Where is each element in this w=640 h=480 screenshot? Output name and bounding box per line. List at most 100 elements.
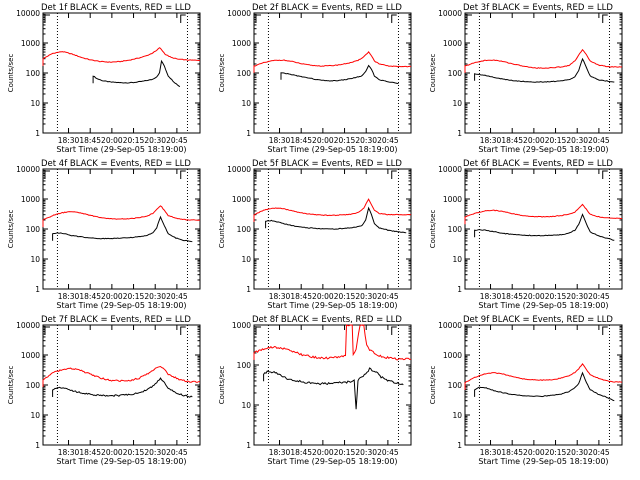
chart-title: Det 5f BLACK = Events, RED = LLD: [252, 159, 402, 169]
x-axis-label: Start Time (29-Sep-05 18:19:00): [267, 457, 397, 466]
interval-bracket-left: [466, 170, 472, 179]
chart-panel-6: Det 6f BLACK = Events, RED = LLD Counts/s…: [429, 159, 623, 310]
y-tick-label: 100: [26, 381, 41, 390]
x-tick-label: 20:30: [144, 448, 166, 457]
x-tick-label: 20:00: [523, 292, 545, 301]
x-tick-label: 18:30: [480, 292, 502, 301]
interval-bracket-left: [466, 326, 472, 335]
chart-panel-2: Det 2f BLACK = Events, RED = LLD Counts/s…: [218, 3, 412, 154]
chart-title: Det 4f BLACK = Events, RED = LLD: [41, 159, 191, 169]
x-tick-label: 18:30: [269, 136, 291, 145]
series-line-lld: [42, 205, 201, 228]
y-axis-label: Counts/sec: [218, 54, 226, 93]
x-axis-label: Start Time (29-Sep-05 18:19:00): [56, 145, 186, 154]
y-axis-label: Counts/sec: [7, 210, 15, 249]
series-line-lld: [253, 324, 412, 361]
chart-title: Det 7f BLACK = Events, RED = LLD: [41, 315, 191, 325]
interval-bracket-left: [44, 326, 50, 335]
y-tick-label: 100: [448, 381, 463, 390]
x-tick-label: 20:00: [101, 292, 123, 301]
x-tick-label: 18:45: [290, 136, 312, 145]
x-axis-label: Start Time (29-Sep-05 18:19:00): [267, 301, 397, 310]
x-tick-label: 20:00: [101, 448, 123, 457]
x-tick-label: 20:45: [166, 448, 188, 457]
chart-title: Det 8f BLACK = Events, RED = LLD: [252, 315, 402, 325]
chart-panel-5: Det 5f BLACK = Events, RED = LLD Counts/s…: [218, 159, 412, 310]
x-tick-label: 20:00: [101, 136, 123, 145]
x-tick-label: 20:45: [377, 292, 399, 301]
y-tick-label: 10: [452, 255, 462, 264]
x-axis-label: Start Time (29-Sep-05 18:19:00): [478, 145, 608, 154]
plot-frame: [253, 12, 412, 134]
y-tick-label: 10: [30, 411, 40, 420]
interval-bracket-right: [391, 14, 397, 23]
y-tick-label: 1: [35, 129, 40, 138]
x-axis-label: Start Time (29-Sep-05 18:19:00): [56, 457, 186, 466]
x-tick-label: 18:45: [501, 448, 523, 457]
interval-bracket-right: [180, 326, 186, 335]
y-axis-label: Counts/sec: [429, 54, 437, 93]
x-tick-label: 20:30: [355, 292, 377, 301]
y-tick-label: 100: [237, 225, 252, 234]
x-tick-label: 20:30: [566, 448, 588, 457]
x-tick-label: 20:00: [312, 292, 334, 301]
interval-bracket-left: [466, 14, 472, 23]
y-tick-label: 1000: [232, 195, 251, 204]
y-tick-label: 1: [457, 441, 462, 450]
x-tick-label: 18:45: [79, 448, 101, 457]
x-tick-label: 20:45: [377, 448, 399, 457]
x-tick-label: 18:45: [501, 136, 523, 145]
x-tick-label: 18:45: [79, 136, 101, 145]
chart-panel-4: Det 4f BLACK = Events, RED = LLD Counts/s…: [7, 159, 201, 310]
x-tick-label: 20:45: [588, 136, 610, 145]
chart-title: Det 3f BLACK = Events, RED = LLD: [463, 3, 613, 13]
x-tick-label: 20:15: [334, 448, 356, 457]
x-tick-label: 20:30: [355, 448, 377, 457]
y-axis-label: Counts/sec: [429, 366, 437, 405]
x-tick-label: 18:30: [58, 448, 80, 457]
interval-bracket-left: [255, 14, 261, 23]
chart-panel-8: Det 8f BLACK = Events, RED = LLD Counts/s…: [218, 315, 412, 466]
chart-title: Det 9f BLACK = Events, RED = LLD: [463, 315, 613, 325]
y-tick-label: 10000: [16, 165, 40, 174]
interval-bracket-left: [255, 326, 261, 335]
x-tick-label: 20:30: [144, 292, 166, 301]
interval-bracket-right: [180, 14, 186, 23]
x-tick-label: 20:30: [144, 136, 166, 145]
x-tick-label: 20:15: [545, 292, 567, 301]
y-tick-label: 10000: [227, 165, 251, 174]
x-tick-label: 18:30: [58, 136, 80, 145]
y-tick-label: 1000: [443, 39, 462, 48]
series-line-lld: [464, 203, 623, 225]
plot-frame: [464, 324, 623, 446]
interval-bracket-left: [44, 14, 50, 23]
plot-frame: [464, 12, 623, 134]
interval-bracket-left: [255, 170, 261, 179]
x-tick-label: 18:30: [480, 136, 502, 145]
y-tick-label: 1000: [232, 321, 251, 330]
series-line-lld: [42, 47, 201, 66]
x-tick-label: 18:30: [58, 292, 80, 301]
plot-frame: [42, 324, 201, 446]
plot-frame: [42, 168, 201, 290]
series-line-events: [52, 215, 193, 243]
y-tick-label: 10000: [438, 321, 462, 330]
y-tick-label: 100: [26, 225, 41, 234]
y-tick-label: 1000: [443, 195, 462, 204]
series-line-events: [52, 377, 193, 398]
x-tick-label: 20:45: [166, 292, 188, 301]
y-tick-label: 1: [246, 285, 251, 294]
y-tick-label: 10: [241, 255, 251, 264]
y-tick-label: 1000: [443, 351, 462, 360]
series-line-events: [474, 213, 615, 241]
y-tick-label: 10000: [16, 9, 40, 18]
x-tick-label: 20:45: [166, 136, 188, 145]
x-tick-label: 20:15: [334, 136, 356, 145]
interval-bracket-right: [602, 170, 608, 179]
x-tick-label: 18:30: [269, 292, 291, 301]
y-tick-label: 100: [448, 69, 463, 78]
interval-bracket-right: [602, 326, 608, 335]
y-tick-label: 10: [30, 99, 40, 108]
x-axis-label: Start Time (29-Sep-05 18:19:00): [478, 457, 608, 466]
